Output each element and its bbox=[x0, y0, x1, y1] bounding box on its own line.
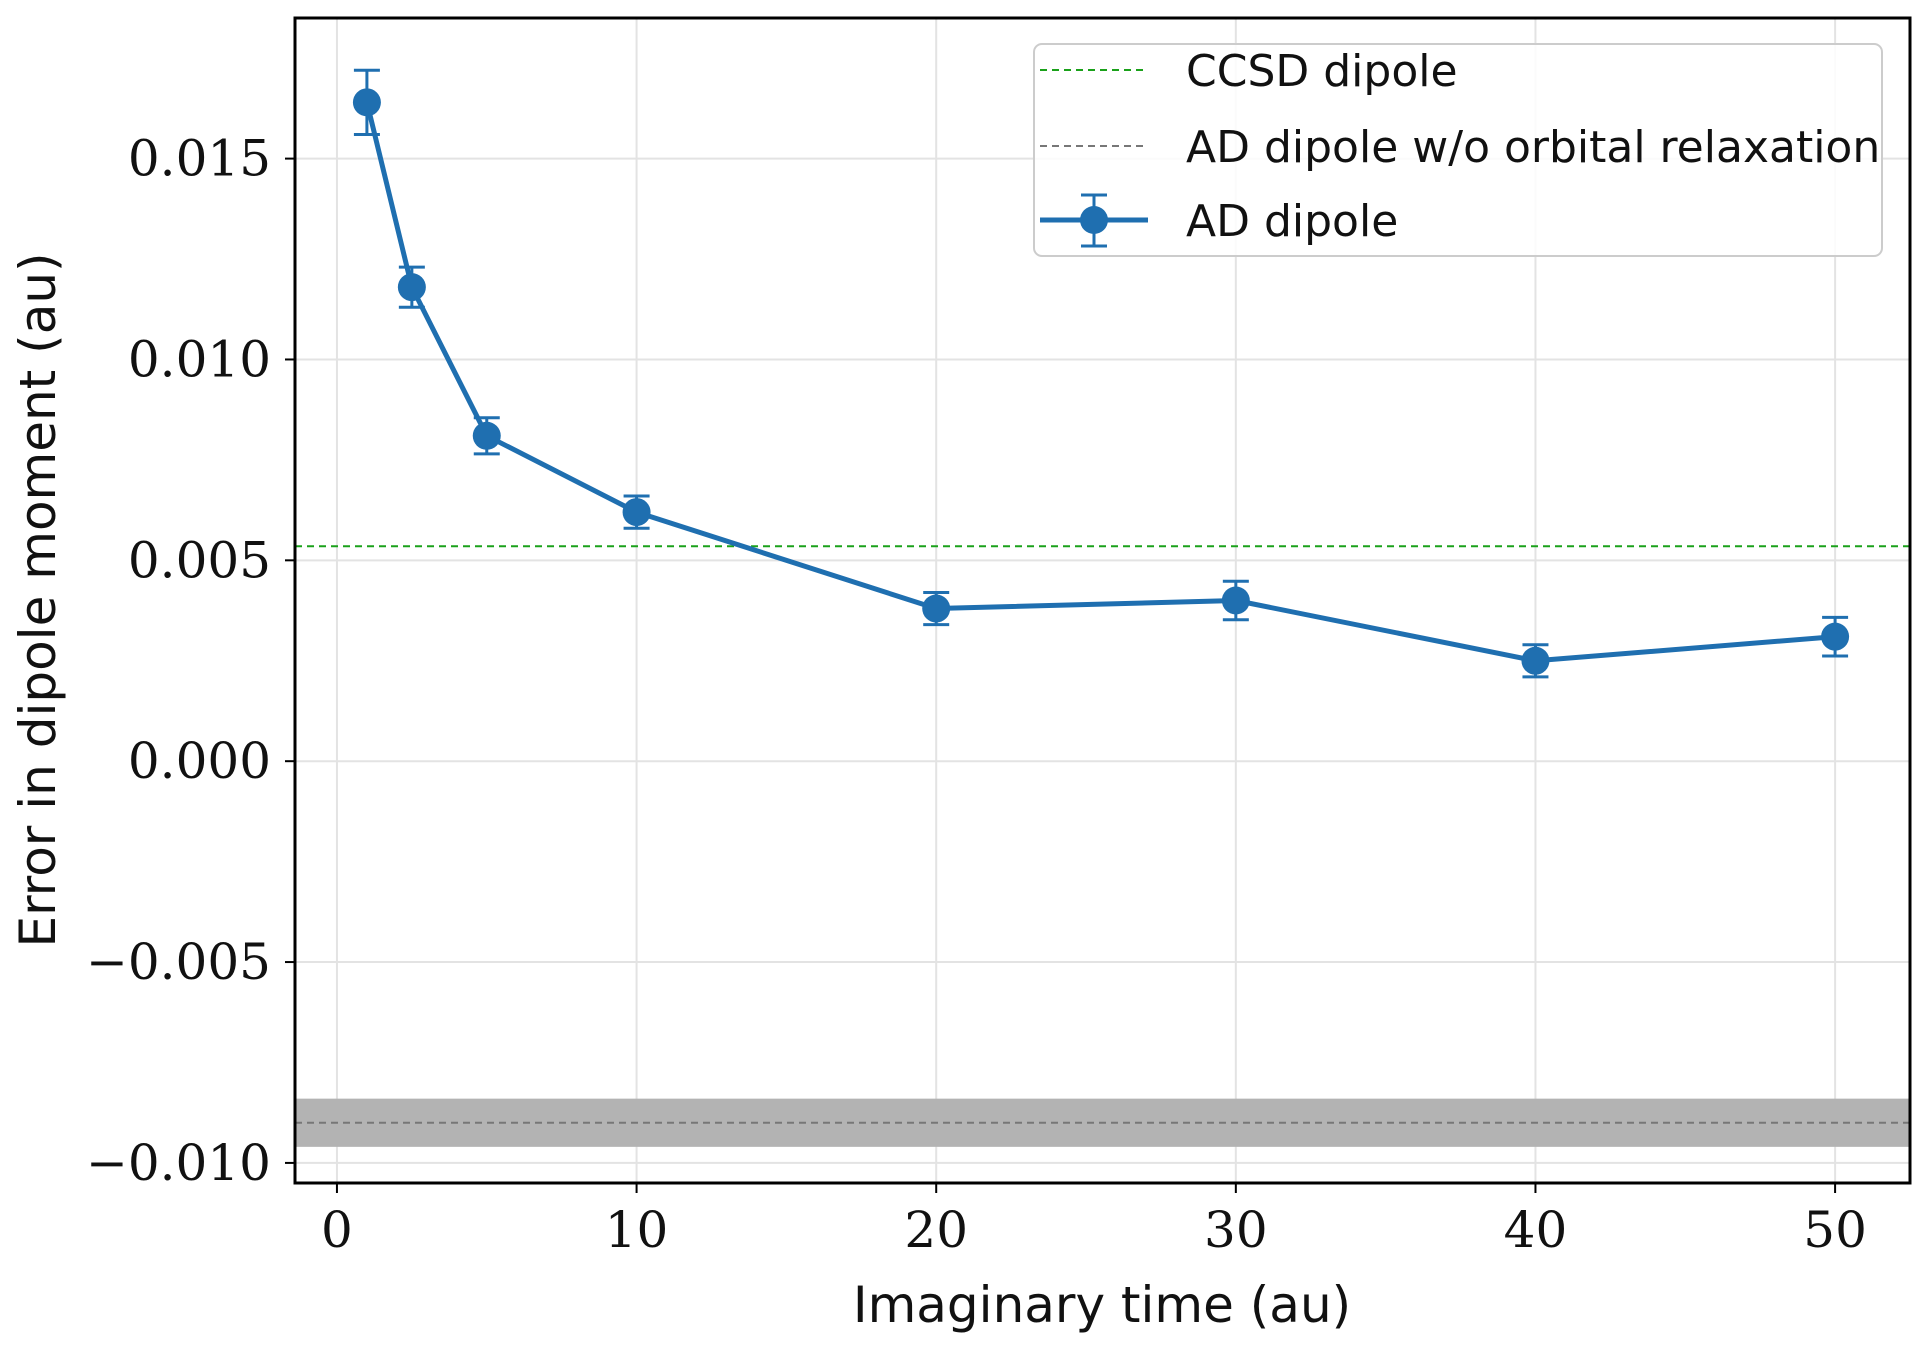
y-tick-label: 0.015 bbox=[128, 130, 271, 188]
y-tick-label: 0.010 bbox=[128, 330, 271, 388]
legend-ccsd-label: CCSD dipole bbox=[1186, 46, 1458, 97]
y-tick-label: −0.010 bbox=[86, 1134, 271, 1192]
data-point bbox=[1221, 586, 1250, 615]
y-tick-label: −0.005 bbox=[86, 933, 271, 991]
x-tick-label: 50 bbox=[1803, 1201, 1867, 1259]
data-point bbox=[922, 594, 951, 623]
data-point bbox=[622, 498, 651, 527]
legend: CCSD dipole AD dipole w/o orbital relaxa… bbox=[1033, 43, 1883, 257]
y-tick-label: 0.005 bbox=[128, 531, 271, 589]
legend-ad-marker bbox=[1080, 206, 1108, 234]
series-layer bbox=[352, 68, 1850, 679]
x-axis-title: Imaginary time (au) bbox=[853, 1276, 1351, 1334]
reference-line-layer bbox=[295, 545, 1910, 1124]
series-line bbox=[364, 101, 1836, 664]
data-point bbox=[1821, 622, 1850, 651]
legend-ad-label: AD dipole bbox=[1186, 196, 1398, 247]
legend-norelax-label: AD dipole w/o orbital relaxation bbox=[1186, 122, 1880, 173]
x-tick-label: 10 bbox=[605, 1201, 669, 1259]
x-tick-label: 40 bbox=[1504, 1201, 1568, 1259]
plot-frame bbox=[293, 16, 1912, 1185]
x-tick-label: 30 bbox=[1204, 1201, 1268, 1259]
y-tick-label: 0.000 bbox=[128, 732, 271, 790]
x-tick-label: 20 bbox=[904, 1201, 968, 1259]
data-point bbox=[352, 88, 381, 117]
data-point bbox=[472, 421, 501, 450]
x-tick-label: 0 bbox=[321, 1201, 353, 1259]
y-axis: −0.010 −0.005 0.000 0.005 0.010 0.015 bbox=[86, 130, 295, 1192]
x-axis: 0 10 20 30 40 50 bbox=[321, 1183, 1867, 1259]
data-point bbox=[397, 273, 426, 302]
legend-box bbox=[1033, 43, 1883, 257]
y-axis-title: Error in dipole moment (au) bbox=[9, 252, 67, 947]
data-point bbox=[1521, 646, 1550, 675]
